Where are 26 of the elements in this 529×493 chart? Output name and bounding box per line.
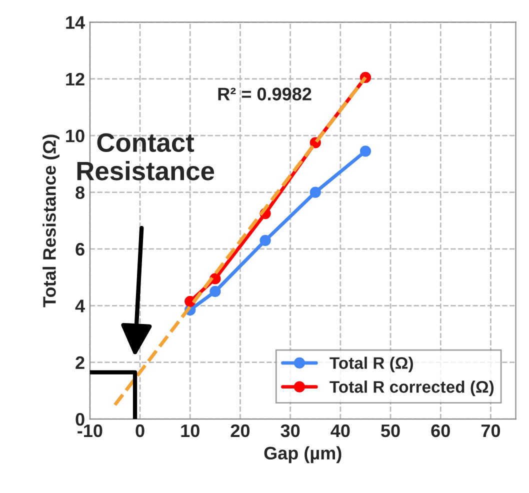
x-tick-label: 50	[381, 424, 400, 438]
y-tick-label: 14	[66, 16, 85, 29]
point	[260, 234, 271, 246]
x-axis-title: Gap (µm)	[264, 446, 342, 464]
x-tick-label: 30	[280, 424, 300, 438]
legend-label: Total R corrected (Ω)	[330, 380, 494, 396]
x-tick-label: 10	[181, 424, 200, 438]
y-tick-label: 4	[75, 300, 85, 312]
point	[310, 186, 321, 198]
y-tick-label: 10	[66, 130, 84, 142]
x-tick-label: -10	[78, 424, 102, 438]
y-tick-label: 0	[76, 412, 84, 426]
x-tick-label: 70	[481, 424, 500, 438]
x-tick-label: 0	[136, 424, 144, 438]
x-tick-label: 20	[230, 424, 250, 438]
y-tick-label: 2	[76, 356, 84, 369]
y-tick-label: 6	[76, 242, 84, 256]
legend-label: Total R (Ω)	[330, 356, 413, 372]
y-axis-title: Total Resistance (Ω)	[42, 134, 60, 308]
x-tick-label: 40	[330, 424, 350, 438]
y-tick-label: 12	[66, 72, 84, 86]
annotation: R² = 0.9982	[218, 88, 312, 100]
x-tick-label: 60	[431, 424, 450, 438]
point	[360, 146, 372, 157]
point	[210, 286, 221, 298]
y-tick-label: 8	[76, 186, 85, 199]
